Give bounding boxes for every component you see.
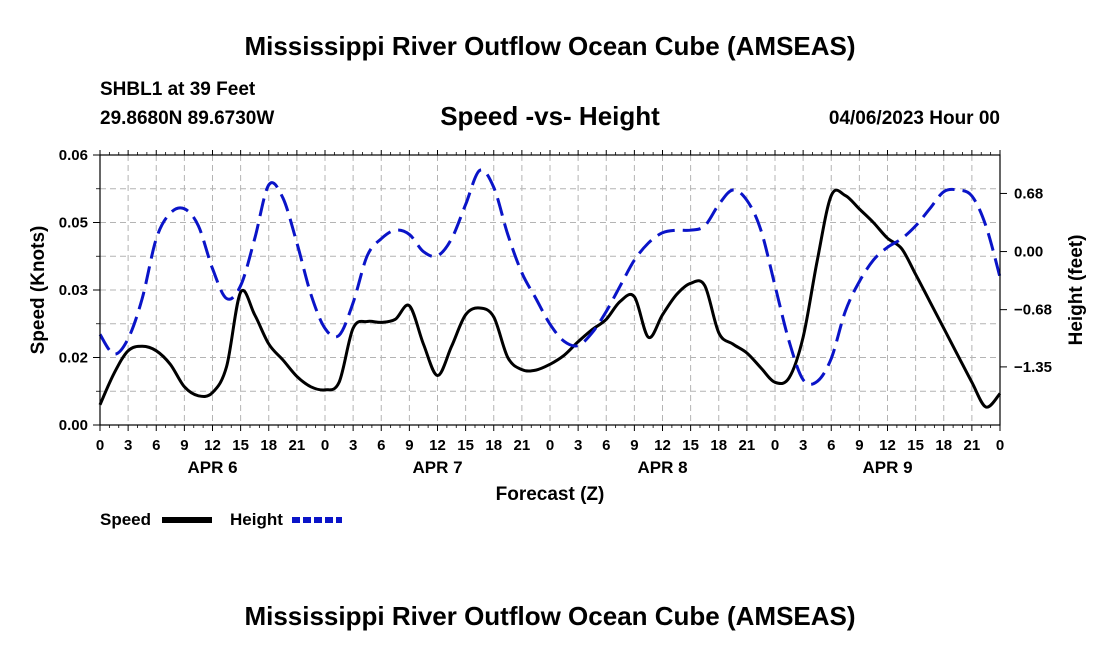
x-tick-label: 9 (180, 437, 188, 454)
x-day-label: APR 6 (187, 458, 237, 477)
x-tick-label: 21 (514, 437, 531, 454)
x-tick-label: 6 (152, 437, 160, 454)
x-tick-label: 0 (996, 437, 1004, 454)
y-right-tick-label: −0.68 (1014, 302, 1052, 319)
x-tick-label: 12 (429, 437, 446, 454)
x-tick-label: 3 (799, 437, 807, 454)
x-tick-label: 12 (654, 437, 671, 454)
x-tick-label: 9 (630, 437, 638, 454)
series-layer (98, 168, 1002, 409)
x-tick-label: 18 (935, 437, 952, 454)
x-tick-label: 21 (739, 437, 756, 454)
x-tick-label: 12 (879, 437, 896, 454)
x-day-label: APR 8 (637, 458, 687, 477)
y-left-tick-label: 0.00 (59, 417, 88, 434)
station-coordinates: 29.8680N 89.6730W (100, 108, 274, 129)
station-name-depth: SHBL1 at 39 Feet (100, 79, 256, 100)
x-tick-label: 0 (771, 437, 779, 454)
x-tick-label: 3 (124, 437, 132, 454)
chart-title: Speed -vs- Height (440, 101, 660, 131)
x-tick-label: 18 (485, 437, 502, 454)
x-tick-label: 0 (546, 437, 554, 454)
y-right-tick-label: −1.35 (1014, 359, 1052, 376)
x-tick-label: 18 (260, 437, 277, 454)
y-left-tick-label: 0.02 (59, 350, 88, 367)
legend-height-label: Height (230, 510, 283, 529)
x-tick-label: 9 (405, 437, 413, 454)
y-left-tick-label: 0.06 (59, 147, 88, 164)
x-tick-label: 21 (289, 437, 306, 454)
axes-layer: 0 3 6 9 12 15 18 21 0 3 6 9 12 15 18 21 0 3 6 9 12 15 18 21 0 3 6 9… (59, 147, 1052, 477)
x-tick-label: 18 (710, 437, 727, 454)
grid-lines (100, 155, 1000, 425)
y-axis-left-label: Speed (Knots) (28, 226, 49, 355)
x-tick-label: 15 (232, 437, 249, 454)
x-tick-label: 15 (907, 437, 924, 454)
x-tick-label: 6 (827, 437, 835, 454)
legend: Speed Height (100, 510, 342, 529)
x-tick-label: 21 (964, 437, 981, 454)
y-right-tick-label: 0.00 (1014, 244, 1043, 261)
x-day-label: APR 9 (862, 458, 912, 477)
footer-title: Mississippi River Outflow Ocean Cube (AM… (244, 601, 855, 631)
forecast-date: 04/06/2023 Hour 00 (829, 108, 1000, 129)
x-tick-label: 0 (96, 437, 104, 454)
x-tick-label: 0 (321, 437, 329, 454)
x-day-label: APR 7 (412, 458, 462, 477)
x-tick-label: 6 (377, 437, 385, 454)
y-right-tick-label: 0.68 (1014, 185, 1043, 202)
legend-speed-label: Speed (100, 510, 151, 529)
x-tick-label: 12 (204, 437, 221, 454)
x-tick-label: 15 (457, 437, 474, 454)
x-tick-label: 15 (682, 437, 699, 454)
x-tick-label: 9 (855, 437, 863, 454)
x-tick-label: 3 (349, 437, 357, 454)
page-title: Mississippi River Outflow Ocean Cube (AM… (244, 31, 855, 61)
x-tick-label: 6 (602, 437, 610, 454)
y-axis-right-label: Height (feet) (1066, 235, 1087, 346)
series-height-line (98, 168, 1002, 386)
y-left-tick-label: 0.03 (59, 282, 88, 299)
x-tick-label: 3 (574, 437, 582, 454)
series-speed-line (98, 188, 1002, 409)
y-left-tick-label: 0.05 (59, 215, 88, 232)
x-axis-label: Forecast (Z) (496, 484, 605, 505)
